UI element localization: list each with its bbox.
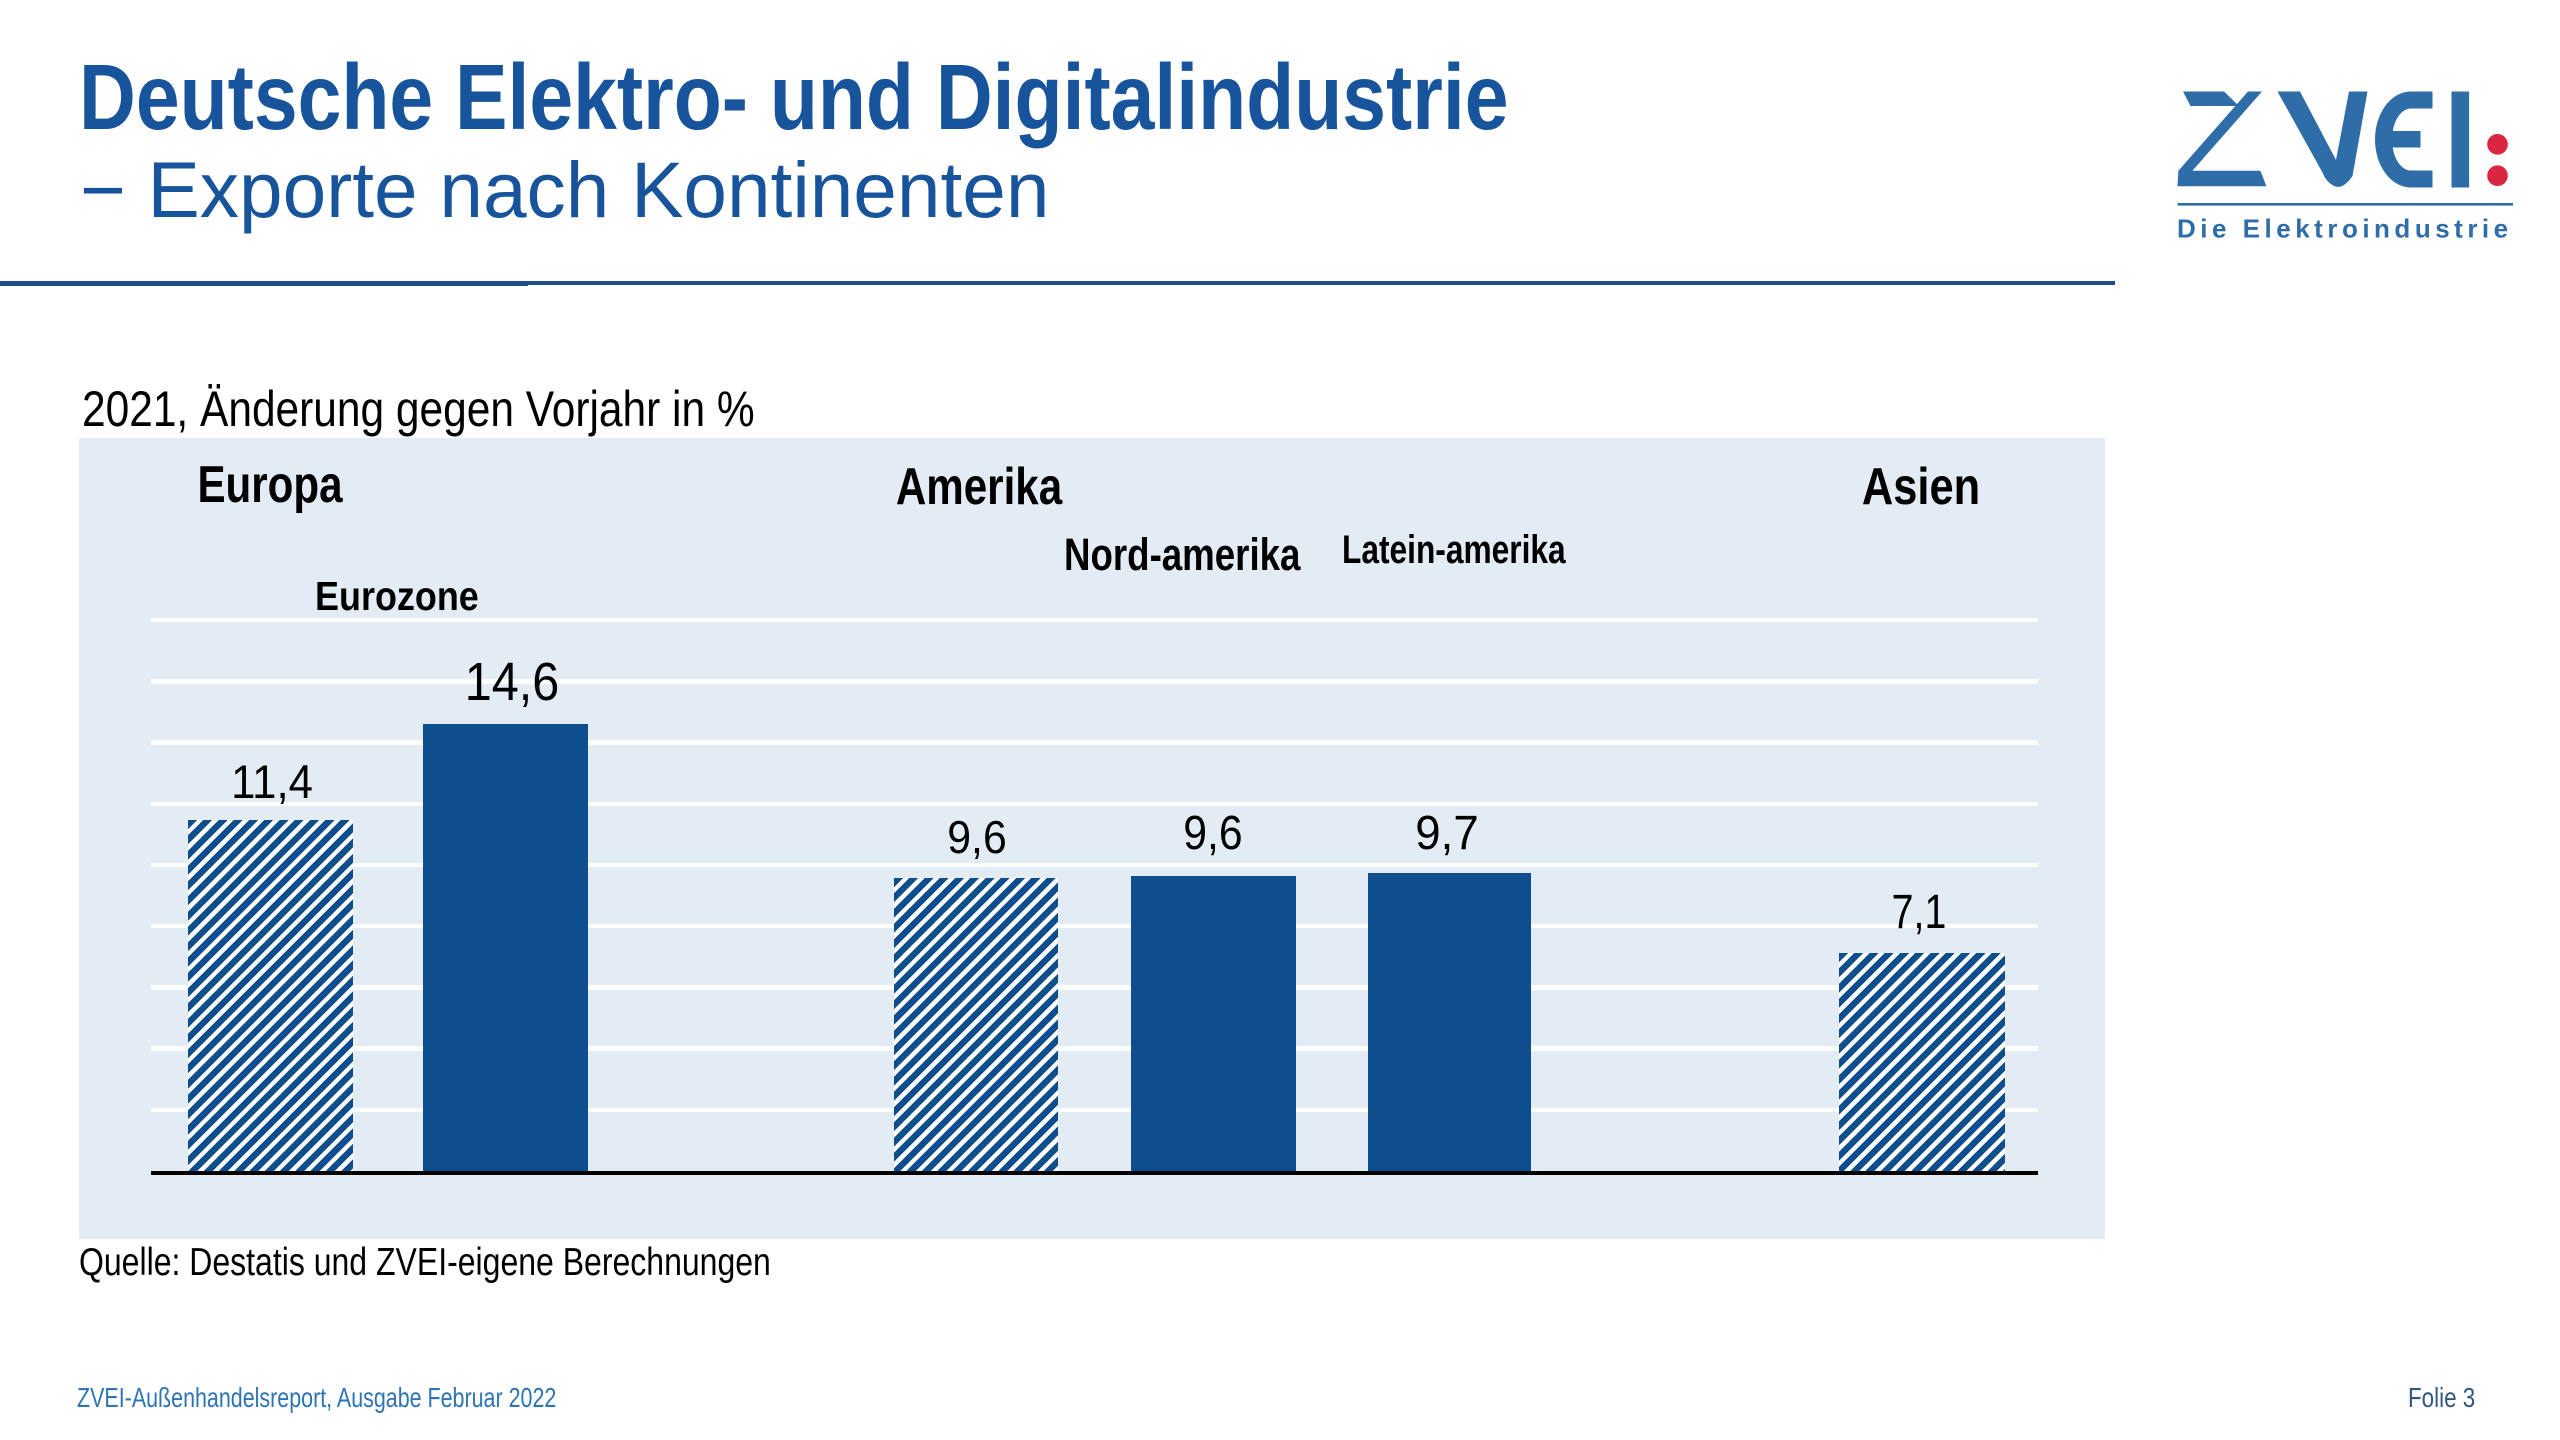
svg-text:Die Elektroindustrie: Die Elektroindustrie [2177, 214, 2513, 244]
